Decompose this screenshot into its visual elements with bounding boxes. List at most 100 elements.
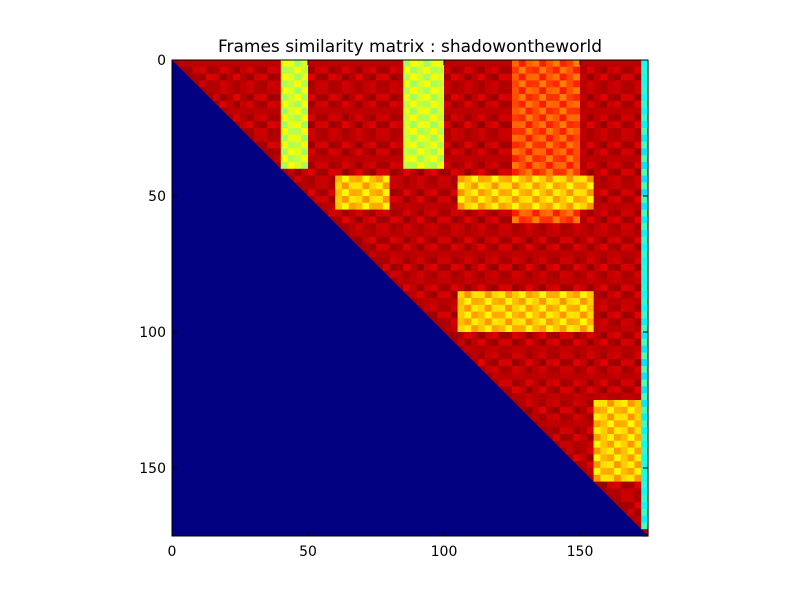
heatmap-cell [260, 80, 268, 88]
heatmap-cell [559, 175, 567, 183]
heatmap-cell [552, 100, 561, 109]
heatmap-cell [593, 311, 601, 319]
heatmap-cell [382, 230, 391, 238]
heatmap-cell [614, 94, 622, 102]
heatmap-cell [369, 243, 377, 251]
heatmap-cell [552, 202, 561, 211]
heatmap-cell [566, 372, 574, 381]
heatmap-cell [518, 182, 527, 190]
heatmap-cell [573, 216, 581, 224]
heatmap-cell [444, 202, 452, 211]
heatmap-cell [634, 434, 642, 442]
heatmap-cell [614, 189, 622, 197]
heatmap-cell [600, 393, 608, 401]
heatmap-cell [403, 264, 411, 272]
heatmap-cell [620, 128, 629, 136]
heatmap-cell [552, 284, 561, 292]
heatmap-cell [586, 87, 595, 95]
heatmap-cell [355, 114, 363, 122]
heatmap-cell [546, 332, 554, 340]
heatmap-cell [382, 209, 391, 217]
heatmap-cell [620, 366, 629, 374]
heatmap-cell [512, 345, 520, 353]
heatmap-cell [586, 264, 595, 272]
heatmap-cell [586, 107, 595, 115]
heatmap-cell [539, 345, 547, 353]
heatmap-cell [382, 87, 391, 95]
heatmap-cell [464, 141, 472, 149]
heatmap-cell [641, 284, 649, 292]
heatmap-cell [600, 345, 608, 353]
heatmap-cell [607, 141, 615, 149]
heatmap-cell [559, 298, 567, 306]
heatmap-cell [539, 182, 547, 190]
heatmap-cell [593, 454, 601, 462]
heatmap-cell [566, 243, 574, 251]
heatmap-cell [491, 318, 499, 326]
heatmap-cell [546, 345, 554, 353]
heatmap-cell [505, 332, 513, 340]
heatmap-cell [471, 209, 479, 217]
heatmap-cell [607, 325, 615, 333]
heatmap-cell [525, 304, 533, 313]
heatmap-cell [620, 427, 629, 435]
heatmap-cell [552, 311, 561, 319]
heatmap-cell [641, 502, 649, 510]
heatmap-cell [396, 189, 404, 197]
heatmap-cell [464, 162, 472, 170]
heatmap-cell [525, 114, 533, 122]
heatmap-cell [396, 155, 404, 163]
heatmap-cell [416, 80, 425, 88]
heatmap-cell [376, 189, 384, 197]
heatmap-cell [450, 202, 459, 211]
heatmap-cell [525, 189, 533, 197]
heatmap-cell [620, 440, 629, 449]
heatmap-cell [566, 291, 574, 299]
heatmap-cell [457, 121, 465, 129]
heatmap-cell [450, 121, 459, 129]
heatmap-cell [450, 250, 459, 258]
heatmap-cell [382, 114, 391, 122]
heatmap-cell [505, 175, 513, 183]
heatmap-cell [641, 393, 649, 401]
heatmap-cell [444, 298, 452, 306]
heatmap-cell [389, 66, 397, 75]
heatmap-cell [525, 121, 533, 129]
heatmap-cell [376, 175, 384, 183]
heatmap-cell [518, 345, 527, 353]
heatmap-cell [512, 196, 520, 204]
heatmap-cell [607, 420, 615, 428]
heatmap-cell [600, 162, 608, 170]
heatmap-cell [641, 155, 649, 163]
heatmap-cell [627, 182, 635, 190]
heatmap-cell [525, 223, 533, 231]
heatmap-cell [192, 60, 200, 68]
heatmap-cell [641, 66, 649, 75]
heatmap-cell [348, 175, 357, 183]
heatmap-cell [512, 332, 520, 340]
heatmap-cell [219, 100, 227, 109]
heatmap-cell [498, 243, 506, 251]
heatmap-cell [634, 481, 642, 489]
heatmap-cell [634, 359, 642, 367]
heatmap-cell [348, 73, 357, 81]
heatmap-cell [512, 209, 520, 217]
heatmap-cell [586, 80, 595, 88]
heatmap-cell [335, 114, 343, 122]
heatmap-cell [512, 230, 520, 238]
heatmap-cell [614, 87, 622, 95]
heatmap-cell [389, 250, 397, 258]
heatmap-cell [471, 250, 479, 258]
heatmap-cell [600, 80, 608, 88]
heatmap-cell [437, 148, 445, 156]
heatmap-cell [593, 236, 601, 245]
heatmap-cell [586, 60, 595, 68]
heatmap-cell [457, 209, 465, 217]
heatmap-cell [614, 148, 622, 156]
heatmap-cell [512, 189, 520, 197]
heatmap-cell [614, 406, 622, 415]
heatmap-cell [546, 216, 554, 224]
heatmap-cell [546, 379, 554, 387]
heatmap-cell [444, 168, 452, 177]
heatmap-cell [505, 270, 513, 279]
